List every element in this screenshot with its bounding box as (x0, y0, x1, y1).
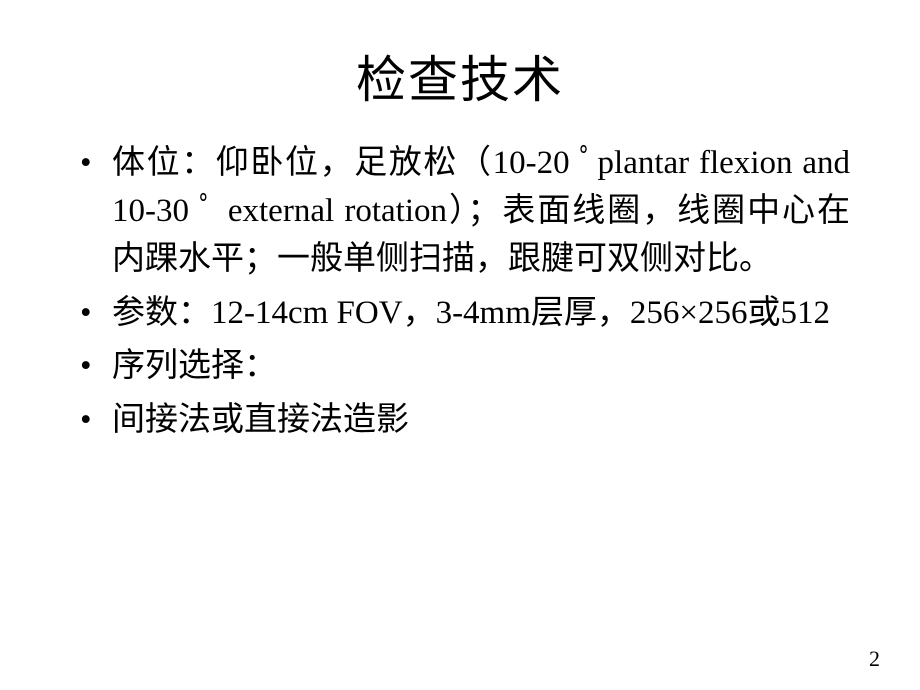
bullet-list: 体位：仰卧位，足放松（10-20 ﾟplantar flexion and 10… (70, 140, 850, 445)
slide: 检查技术 体位：仰卧位，足放松（10-20 ﾟplantar flexion a… (0, 0, 920, 690)
page-number: 2 (869, 646, 880, 672)
slide-title: 检查技术 (70, 40, 850, 112)
list-item: 参数：12-14cm FOV，3-4mm层厚，256×256或512 (70, 290, 850, 338)
list-item: 间接法或直接法造影 (70, 397, 850, 445)
list-item: 体位：仰卧位，足放松（10-20 ﾟplantar flexion and 10… (70, 140, 850, 284)
list-item: 序列选择： (70, 343, 850, 391)
